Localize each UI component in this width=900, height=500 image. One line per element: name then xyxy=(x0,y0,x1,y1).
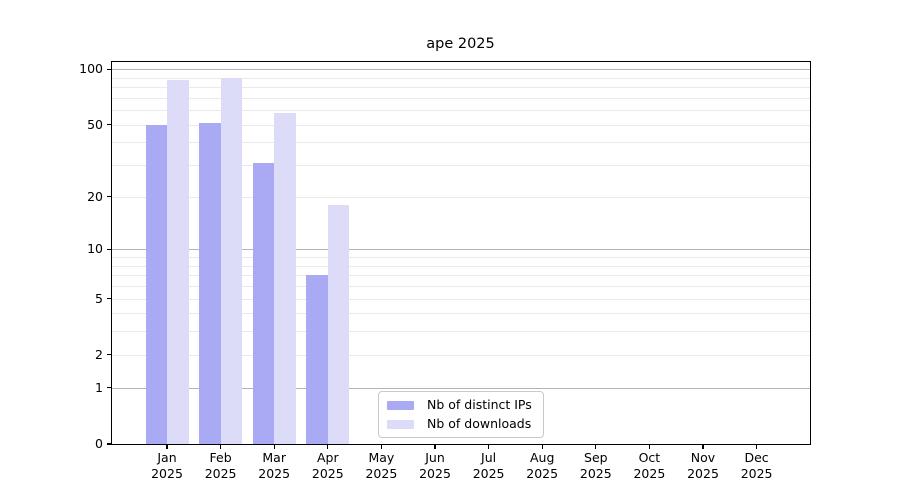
legend-item-downloads: Nb of downloads xyxy=(387,417,532,431)
bar-nb-of-downloads-feb-2025 xyxy=(220,77,243,444)
y-tick-mark-5 xyxy=(107,297,111,300)
legend-label-distinct-ips: Nb of distinct IPs xyxy=(427,397,532,412)
x-tick-label-feb-2025: Feb 2025 xyxy=(204,450,237,481)
y-tick-label-0: 0 xyxy=(95,436,103,451)
gridline-minor-50 xyxy=(112,124,810,126)
y-tick-mark-100 xyxy=(107,68,111,70)
x-tick-mark-nov xyxy=(702,445,704,449)
x-tick-mark-oct xyxy=(648,445,650,449)
x-tick-mark-jun xyxy=(434,445,436,449)
y-tick-mark-50 xyxy=(107,124,111,126)
y-tick-label-5: 5 xyxy=(95,290,103,306)
legend: Nb of distinct IPs Nb of downloads xyxy=(378,391,544,438)
bar-nb-of-distinct-ips-feb-2025 xyxy=(199,123,221,444)
x-tick-mark-sep xyxy=(595,445,597,449)
x-tick-label-sep-2025: Sep 2025 xyxy=(579,450,612,481)
y-tick-label-100: 100 xyxy=(79,61,103,77)
y-tick-label-20: 20 xyxy=(87,188,103,204)
x-tick-mark-dec xyxy=(756,445,758,449)
y-tick-label-1: 1 xyxy=(95,379,103,395)
x-tick-label-nov-2025: Nov 2025 xyxy=(687,450,719,481)
y-tick-mark-20 xyxy=(107,196,111,198)
gridline-minor-70 xyxy=(112,97,810,99)
x-tick-mark-feb xyxy=(220,445,222,449)
gridline-minor-20 xyxy=(112,196,810,198)
y-tick-mark-1 xyxy=(107,387,111,389)
x-tick-label-may-2025: May 2025 xyxy=(365,450,398,481)
gridline-minor-5 xyxy=(112,298,810,300)
gridline-minor-6 xyxy=(112,286,810,287)
legend-label-downloads: Nb of downloads xyxy=(427,416,532,431)
chart-title: ape 2025 xyxy=(426,36,495,52)
x-tick-label-jul-2025: Jul 2025 xyxy=(472,450,505,481)
gridline-minor-3 xyxy=(112,331,810,333)
x-tick-label-jun-2025: Jun 2025 xyxy=(419,450,451,481)
y-tick-mark-10 xyxy=(107,248,111,250)
x-tick-mark-mar xyxy=(273,445,275,449)
gridline-minor-8 xyxy=(112,265,810,267)
legend-swatch-distinct-ips-icon xyxy=(387,400,414,410)
gridline-minor-80 xyxy=(112,87,810,89)
y-tick-label-50: 50 xyxy=(87,116,103,132)
x-tick-label-mar-2025: Mar 2025 xyxy=(258,450,291,481)
y-tick-label-2: 2 xyxy=(95,346,103,362)
gridline-minor-4 xyxy=(112,313,810,315)
x-tick-label-oct-2025: Oct 2025 xyxy=(633,450,666,481)
gridline-major-100 xyxy=(112,69,810,71)
bar-nb-of-downloads-mar-2025 xyxy=(274,112,296,444)
x-tick-mark-jul xyxy=(488,445,490,449)
gridline-minor-7 xyxy=(112,275,810,277)
legend-swatch-downloads-icon xyxy=(387,419,414,429)
x-tick-label-aug-2025: Aug 2025 xyxy=(526,450,559,481)
gridline-major-1 xyxy=(112,387,810,389)
y-tick-label-10: 10 xyxy=(87,241,103,257)
gridline-minor-30 xyxy=(112,165,810,167)
plot-area xyxy=(111,61,811,445)
bar-nb-of-distinct-ips-jan-2025 xyxy=(145,124,167,444)
y-tick-mark-2 xyxy=(107,354,111,356)
gridline-minor-9 xyxy=(112,257,810,258)
x-tick-mark-jan xyxy=(166,445,168,449)
gridline-minor-40 xyxy=(112,142,810,144)
gridline-minor-2 xyxy=(112,354,810,356)
gridline-minor-90 xyxy=(112,77,810,79)
x-tick-label-jan-2025: Jan 2025 xyxy=(151,450,183,481)
x-tick-mark-aug xyxy=(541,445,543,449)
x-tick-mark-apr xyxy=(327,445,329,449)
bar-nb-of-downloads-jan-2025 xyxy=(167,80,189,444)
bar-nb-of-distinct-ips-mar-2025 xyxy=(252,162,275,444)
bar-nb-of-distinct-ips-apr-2025 xyxy=(306,275,328,444)
x-tick-label-dec-2025: Dec 2025 xyxy=(740,450,773,481)
gridline-major-10 xyxy=(112,249,810,251)
gridline-minor-60 xyxy=(112,110,810,112)
x-tick-mark-may xyxy=(380,445,382,449)
x-tick-label-apr-2025: Apr 2025 xyxy=(311,450,344,481)
y-tick-mark-0 xyxy=(107,443,111,445)
bar-nb-of-downloads-apr-2025 xyxy=(327,204,350,444)
legend-item-distinct-ips: Nb of distinct IPs xyxy=(387,398,532,412)
